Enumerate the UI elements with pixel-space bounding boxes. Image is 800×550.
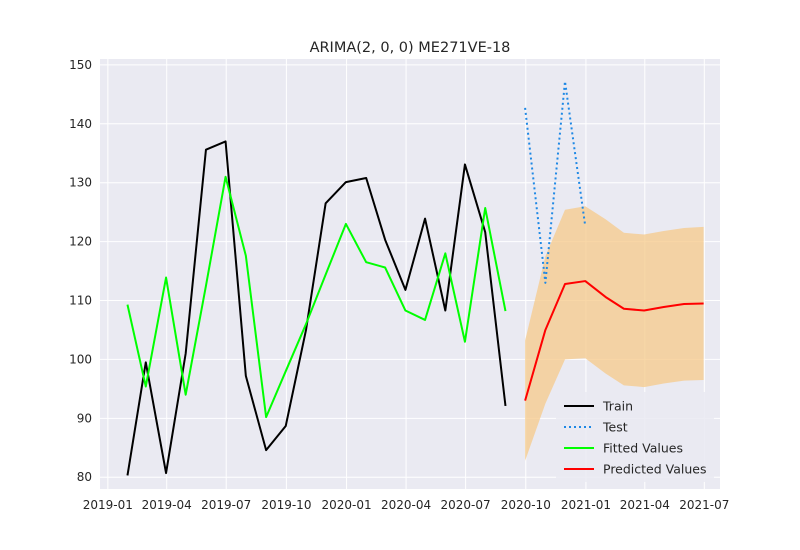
y-tick-label: 140 [69, 117, 92, 131]
y-tick-label: 100 [69, 352, 92, 366]
series-line-fitted-values [126, 175, 507, 419]
series-line-predicted-values [524, 280, 704, 401]
confidence-interval-band [525, 206, 704, 461]
y-tick-label: 150 [69, 58, 92, 72]
x-tick-label: 2019-01 [83, 498, 133, 512]
legend-label: Predicted Values [603, 462, 707, 477]
x-tick-label: 2020-10 [501, 498, 551, 512]
y-tick-label: 90 [77, 411, 92, 425]
x-tick-label: 2021-04 [620, 498, 670, 512]
x-tick-label: 2021-07 [679, 498, 729, 512]
legend-label: Test [602, 420, 628, 435]
x-tick-label: 2020-04 [381, 498, 431, 512]
chart-title: ARIMA(2, 0, 0) ME271VE-18 [310, 40, 511, 56]
series-line-train [126, 140, 507, 476]
tick-labels: 2019-01 2019-04 2019-07 2019-10 2020-01 2020-… [69, 58, 729, 512]
legend-label: Train [602, 399, 633, 414]
y-tick-label: 120 [69, 235, 92, 249]
legend-label: Fitted Values [603, 441, 683, 456]
x-tick-label: 2019-10 [261, 498, 311, 512]
x-tick-label: 2020-01 [321, 498, 371, 512]
series-line-test [524, 80, 587, 284]
y-tick-label: 80 [77, 470, 92, 484]
y-tick-label: 130 [69, 176, 92, 190]
y-tick-label: 110 [69, 294, 92, 308]
x-tick-label: 2021-01 [561, 498, 611, 512]
legend-box [556, 392, 714, 482]
series-layer [126, 80, 704, 476]
legend: Train Test Fitted Values Predicted Values [556, 392, 714, 482]
x-tick-label: 2019-04 [142, 498, 192, 512]
x-tick-label: 2019-07 [201, 498, 251, 512]
x-tick-label: 2020-07 [441, 498, 491, 512]
